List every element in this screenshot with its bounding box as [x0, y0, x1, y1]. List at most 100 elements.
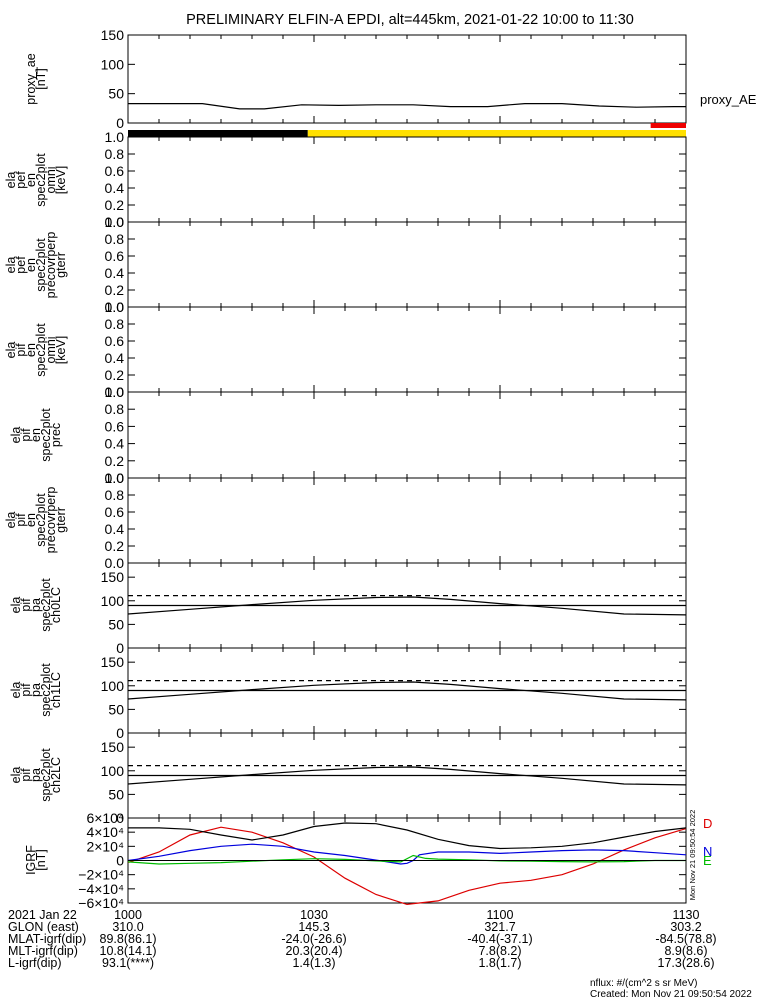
y-axis-label-pef_omni: [keV] [54, 166, 68, 195]
y-axis-label-pef_precovrperp: gterr [54, 252, 68, 278]
series-line-ch2LC-0 [127, 766, 687, 786]
footer-cell-v1: 310.0 [112, 920, 144, 934]
y-tick-label-pif_precovrperp: 0.2 [105, 538, 125, 554]
series-line-ch0LC-0 [127, 596, 687, 616]
figure-title: PRELIMINARY ELFIN-A EPDI, alt=445km, 202… [186, 12, 634, 28]
y-axis-label-pef_precovrperp: spec2plot [34, 238, 48, 292]
y-tick-label-ch1LC: 50 [108, 701, 124, 717]
footer-cell-v1: 93.1(****) [101, 956, 155, 970]
panel-frame-pif_omni [127, 306, 687, 393]
igrf-side-timestamp: Mon Nov 21 09:50:54 2022 [688, 810, 697, 900]
footer-cell-label: 2021 Jan 22 [8, 908, 77, 922]
y-axis-label-pef_precovrperp: ela [4, 257, 18, 274]
y-axis-label-ch2LC: pa [29, 768, 43, 782]
footer-cell-v1: 89.8(86.1) [99, 932, 157, 946]
y-tick-label-ch2LC: 150 [101, 739, 125, 755]
y-axis-label-pef_omni: spec2plot [34, 153, 48, 207]
created-label: Created: Mon Nov 21 09:50:54 2022 [590, 989, 752, 1000]
y-tick-label-ch1LC: 0 [116, 725, 124, 741]
footer-cell-v2: 145.3 [298, 920, 330, 934]
y-tick-label-pif_precovrperp: 1.0 [105, 470, 125, 486]
footer-cell-v4: 303.2 [670, 920, 702, 934]
y-axis-label-ch1LC: ch1LC [49, 672, 63, 708]
y-axis-label-ch0LC: ch0LC [49, 587, 63, 623]
y-tick-label-pef_precovrperp: 0.4 [105, 265, 125, 281]
footer-cell-v4: 1130 [672, 908, 700, 922]
y-tick-label-pef_omni: 0.8 [105, 146, 125, 162]
footer-cell-v4: -84.5(78.8) [655, 932, 717, 946]
y-axis-label-pef_omni: omni [44, 166, 58, 193]
flag-segment-yellow [307, 130, 686, 137]
y-tick-label-pef_omni: 0.2 [105, 197, 125, 213]
footer-cell-v2: 20.3(20.4) [285, 944, 343, 958]
legend-proxy_ae: proxy_AE [700, 92, 757, 107]
y-tick-label-pif_prec: 0.6 [105, 418, 125, 434]
y-tick-label-pef_precovrperp: 0.8 [105, 231, 125, 247]
y-tick-label-igrf: 4×10⁴ [86, 824, 124, 840]
y-tick-label-pif_precovrperp: 0.6 [105, 504, 125, 520]
y-tick-label-pif_omni: 0.0 [105, 384, 125, 400]
y-tick-label-pif_prec: 0.4 [105, 436, 125, 452]
footer-cell-v3: 7.8(8.2) [478, 944, 522, 958]
y-axis-label-ch1LC: pif [19, 683, 33, 697]
y-tick-label-pef_omni: 0.0 [105, 214, 125, 230]
y-tick-label-igrf: 2×10⁴ [86, 838, 124, 854]
y-axis-label-pef_precovrperp: en [24, 258, 38, 272]
y-tick-label-igrf: −6×10⁴ [78, 895, 124, 911]
y-axis-label-proxy_ae: [nT] [34, 68, 48, 90]
y-axis-label-pif_precovrperp: en [24, 513, 38, 527]
y-tick-label-pef_precovrperp: 0.6 [105, 248, 125, 264]
y-axis-label-pif_prec: spec2plot [39, 408, 53, 462]
y-tick-label-pef_omni: 1.0 [105, 129, 125, 145]
y-axis-label-pef_precovrperp: pef [14, 256, 28, 274]
red-flag-bar [650, 123, 686, 128]
y-tick-label-proxy_ae: 50 [108, 86, 124, 102]
y-tick-label-pif_precovrperp: 0.4 [105, 521, 125, 537]
y-axis-label-pif_omni: pif [14, 343, 28, 357]
footer-cell-v4: 17.3(28.6) [657, 956, 715, 970]
y-tick-label-pef_precovrperp: 0.2 [105, 282, 125, 298]
y-axis-label-ch1LC: spec2plot [39, 663, 53, 717]
footer-cell-v3: 1.8(1.7) [478, 956, 522, 970]
y-tick-label-pif_precovrperp: 0.0 [105, 555, 125, 571]
panel-frame-pif_precovrperp [127, 477, 687, 564]
panel-frame-pef_omni [127, 136, 687, 223]
y-axis-label-pif_precovrperp: ela [4, 512, 18, 529]
y-axis-label-ch1LC: pa [29, 683, 43, 697]
y-tick-label-ch0LC: 50 [108, 616, 124, 632]
y-axis-label-ch0LC: pif [19, 598, 33, 612]
footer-cell-v1: 10.8(14.1) [99, 944, 157, 958]
panel-frame-proxy_ae [127, 34, 687, 124]
y-tick-label-pef_precovrperp: 1.0 [105, 214, 125, 230]
igrf-label-E: E [703, 853, 712, 868]
y-axis-label-pef_omni: en [24, 173, 38, 187]
y-axis-label-ch0LC: spec2plot [39, 578, 53, 632]
y-tick-label-ch0LC: 100 [101, 593, 125, 609]
y-tick-label-ch2LC: 0 [116, 810, 124, 826]
y-tick-label-igrf: −2×10⁴ [78, 867, 124, 883]
y-axis-label-pif_precovrperp: precovrperp [44, 487, 58, 554]
y-axis-label-ch0LC: pa [29, 598, 43, 612]
y-tick-label-pif_prec: 0.8 [105, 401, 125, 417]
footer-cell-label: GLON (east) [8, 920, 79, 934]
series-line-igrf-N [127, 843, 687, 865]
footer-cell-v2: 1.4(1.3) [292, 956, 336, 970]
panel-frame-pef_precovrperp [127, 221, 687, 308]
footer-cell-v2: -24.0(-26.6) [281, 932, 347, 946]
y-axis-label-pef_omni: ela [4, 172, 18, 189]
series-line-ch1LC-0 [127, 681, 687, 701]
y-axis-label-pif_precovrperp: spec2plot [34, 493, 48, 547]
y-axis-label-pef_precovrperp: precovrperp [44, 232, 58, 299]
y-tick-label-pif_prec: 0.0 [105, 470, 125, 486]
y-tick-label-igrf: −4×10⁴ [78, 881, 124, 897]
y-tick-label-proxy_ae: 100 [101, 56, 125, 72]
y-axis-label-ch2LC: ch2LC [49, 757, 63, 793]
y-tick-label-pif_omni: 1.0 [105, 299, 125, 315]
y-axis-label-pif_omni: en [24, 343, 38, 357]
y-axis-label-igrf: IGRF [24, 845, 38, 875]
y-axis-label-igrf: [nT] [34, 849, 48, 871]
footer-cell-v2: 1030 [300, 908, 328, 922]
y-tick-label-ch0LC: 150 [101, 569, 125, 585]
series-line-igrf-E [127, 854, 686, 865]
